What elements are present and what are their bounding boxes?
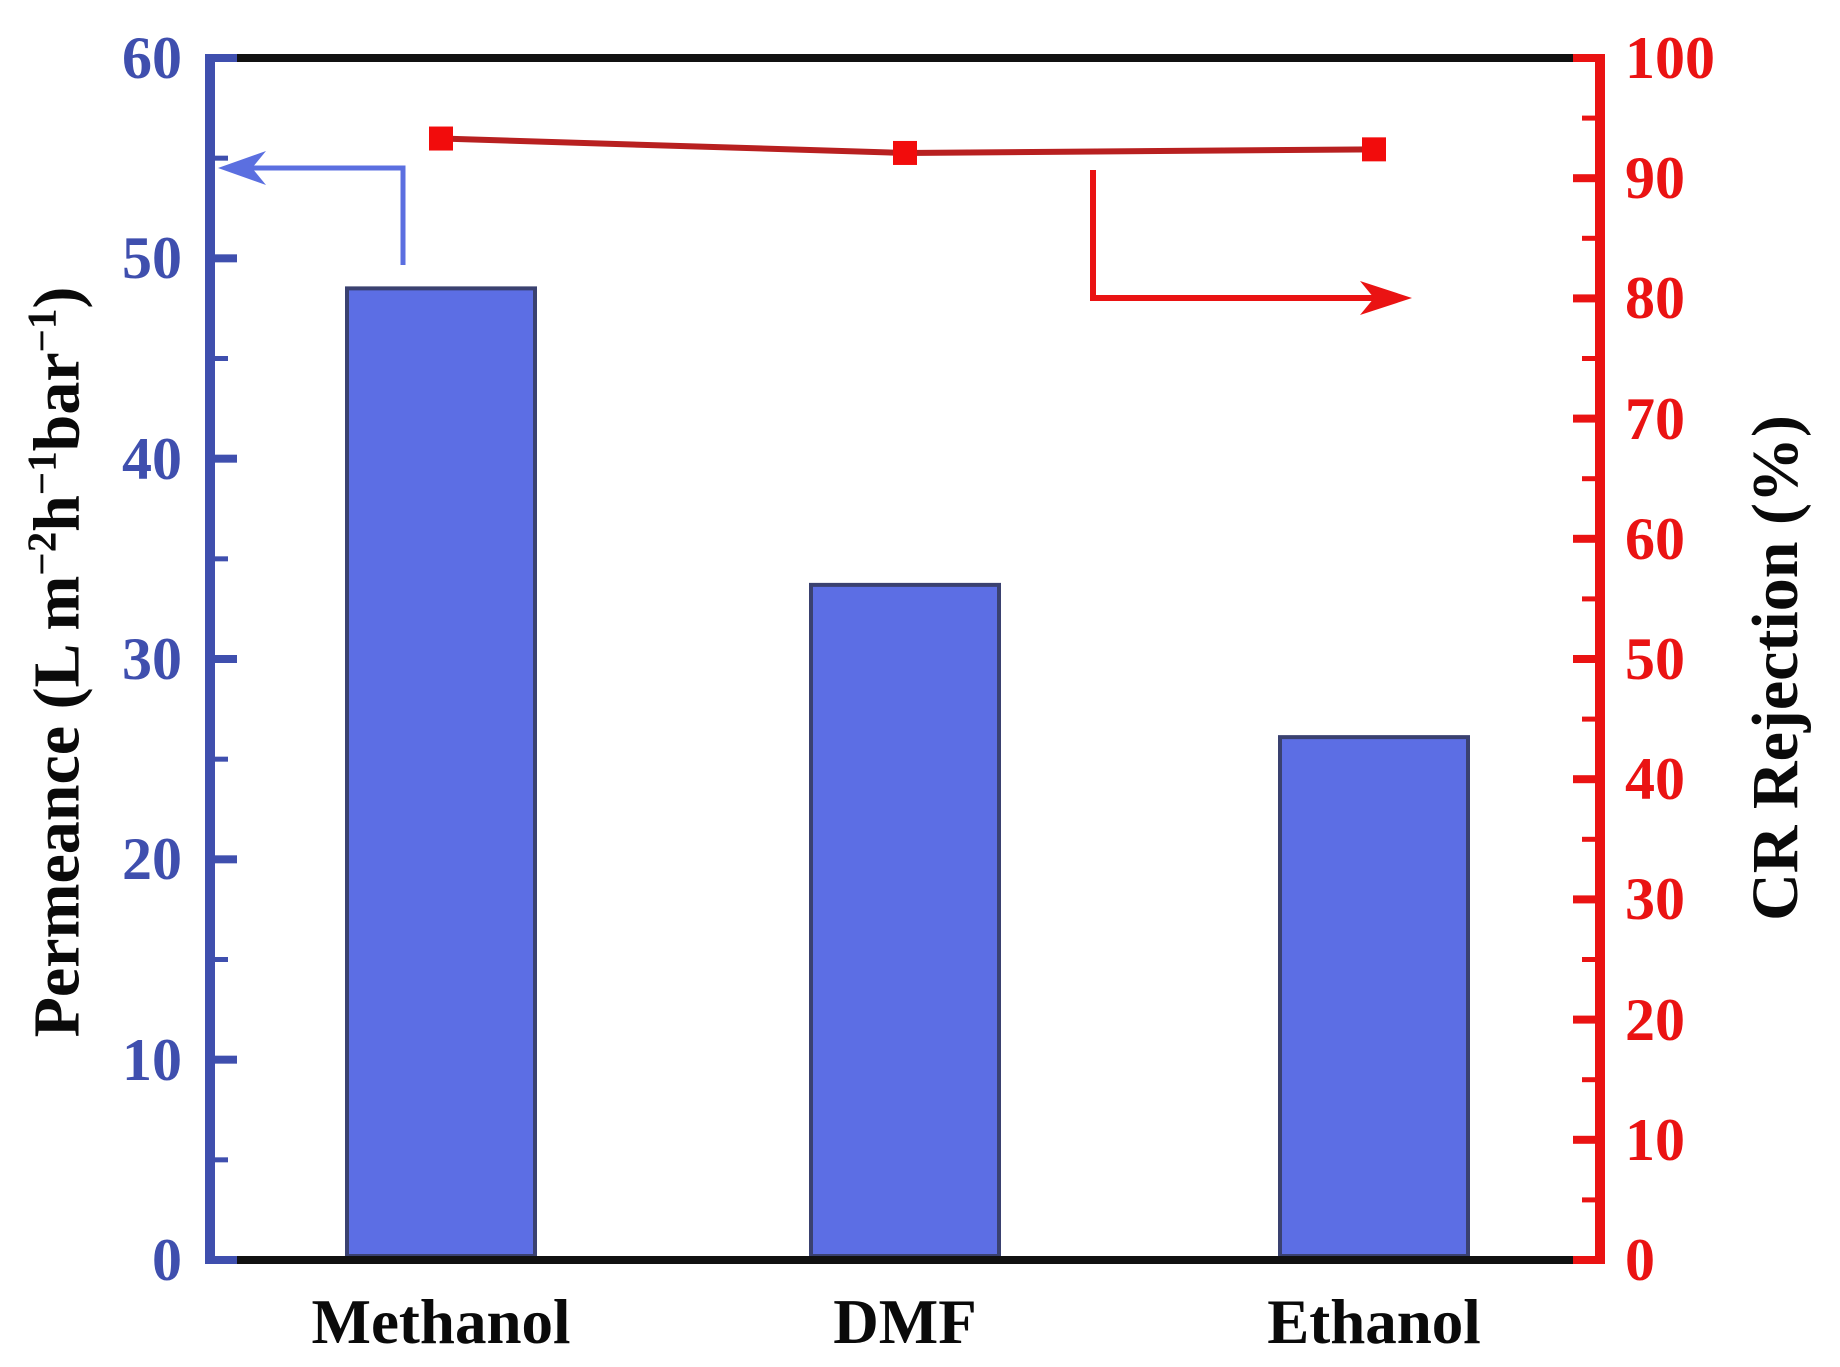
right-axis-minor-tick (1582, 115, 1595, 121)
left-axis-tick-label: 20 (122, 826, 182, 893)
right-axis-minor-tick (1582, 1197, 1595, 1203)
category-label-dmf: DMF (833, 1287, 977, 1357)
right-axis-minor-tick (1582, 957, 1595, 962)
right-axis-major-tick (1573, 1256, 1595, 1264)
axis-title-text: h (20, 495, 94, 532)
right-axis-tick-label: 40 (1625, 746, 1685, 813)
left-axis-major-tick (215, 454, 237, 463)
axis-title-superscript: −1 (19, 308, 65, 353)
right-axis-minor-tick (1582, 356, 1595, 361)
right-axis-minor-tick (1582, 836, 1595, 842)
left-axis-minor-tick (215, 957, 228, 962)
right-axis-major-tick (1573, 1135, 1595, 1144)
right-axis-major-tick (1573, 895, 1595, 904)
right-axis-major-tick (1573, 414, 1595, 423)
right-spine (1595, 54, 1605, 1264)
left-axis-minor-tick (215, 155, 228, 161)
left-axis-tick-label: 0 (152, 1227, 182, 1293)
right-axis-major-tick (1573, 174, 1595, 183)
left-axis-minor-tick (215, 1157, 228, 1163)
right-axis-major-tick (1573, 534, 1595, 543)
category-label-ethanol: Ethanol (1267, 1287, 1481, 1357)
left-axis-tick-label: 10 (122, 1026, 182, 1093)
right-axis-tick-label: 60 (1625, 505, 1685, 572)
right-axis-pointer-arrow-line (1090, 170, 1386, 301)
top-spine (205, 54, 1605, 62)
right-axis-major-tick (1573, 294, 1595, 303)
rejection-marker-ethanol (1362, 137, 1386, 162)
right-axis-tick-label: 70 (1625, 385, 1685, 452)
left-axis-tick-label: 60 (122, 25, 182, 91)
right-axis-major-tick (1573, 1015, 1595, 1024)
bar-methanol (345, 286, 537, 1258)
left-axis-major-tick (215, 855, 237, 864)
right-axis-major-tick (1573, 54, 1595, 62)
bottom-spine (205, 1256, 1605, 1264)
right-axis-minor-tick (1582, 1077, 1595, 1083)
right-axis-tick-label: 20 (1625, 986, 1685, 1053)
right-axis-tick-label: 90 (1625, 145, 1685, 212)
left-axis-minor-tick (215, 556, 228, 562)
right-axis-major-tick (1573, 655, 1595, 663)
rejection-marker-dmf (893, 140, 917, 165)
right-axis-minor-tick (1582, 476, 1595, 482)
axis-title-superscript: −2 (19, 531, 65, 576)
right-axis-major-tick (1573, 775, 1595, 784)
left-axis-minor-tick (215, 756, 228, 762)
left-axis-minor-tick (215, 356, 228, 361)
left-axis-pointer-arrowhead (218, 151, 266, 185)
right-axis-tick-label: 80 (1625, 265, 1685, 332)
left-axis-pointer-arrow-line (240, 165, 406, 265)
left-axis-major-tick (215, 655, 237, 663)
left-axis-tick-label: 40 (122, 425, 182, 492)
left-spine (205, 54, 215, 1264)
left-axis-major-tick (215, 254, 237, 263)
left-axis-tick-label: 50 (122, 225, 182, 292)
right-axis-tick-label: 0 (1625, 1227, 1655, 1293)
left-axis-major-tick (215, 1256, 237, 1264)
bar-ethanol (1278, 735, 1470, 1258)
right-axis-tick-label: 50 (1625, 626, 1685, 692)
right-axis-minor-tick (1582, 596, 1595, 602)
right-axis-minor-tick (1582, 235, 1595, 241)
rejection-marker-methanol (429, 126, 453, 151)
right-axis-tick-label: 100 (1625, 25, 1715, 91)
right-axis-tick-label: 30 (1625, 866, 1685, 933)
category-label-methanol: Methanol (311, 1287, 571, 1357)
bar-dmf (809, 582, 1001, 1258)
left-axis-tick-label: 30 (122, 626, 182, 692)
right-axis-tick-label: 10 (1625, 1106, 1685, 1173)
left-axis-major-tick (215, 54, 237, 62)
right-axis-pointer-arrowhead (1360, 281, 1412, 315)
left-axis-major-tick (215, 1055, 237, 1064)
right-axis-minor-tick (1582, 716, 1595, 722)
